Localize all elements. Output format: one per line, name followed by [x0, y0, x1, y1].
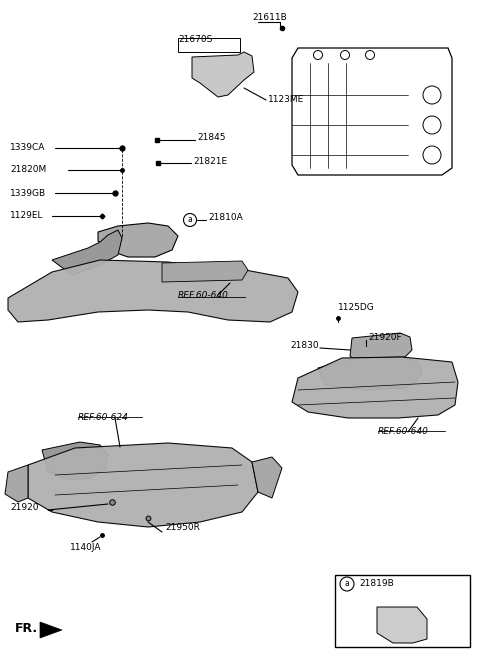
Text: 21810A: 21810A: [208, 213, 243, 222]
Text: 1123ME: 1123ME: [268, 96, 304, 104]
Polygon shape: [42, 442, 108, 480]
Text: 21830: 21830: [290, 340, 319, 350]
Polygon shape: [377, 607, 427, 643]
Text: 1129EL: 1129EL: [10, 211, 44, 220]
Text: 1140JA: 1140JA: [70, 544, 101, 552]
Polygon shape: [292, 357, 458, 418]
Text: 21920F: 21920F: [368, 333, 402, 342]
Text: 21611B: 21611B: [252, 14, 287, 22]
Polygon shape: [98, 223, 178, 257]
Polygon shape: [28, 443, 258, 527]
Polygon shape: [162, 261, 248, 282]
Text: 21821E: 21821E: [193, 157, 227, 167]
Text: FR.: FR.: [15, 621, 38, 634]
Text: a: a: [188, 216, 192, 224]
Text: 21845: 21845: [197, 134, 226, 142]
Polygon shape: [8, 260, 298, 322]
Polygon shape: [252, 457, 282, 498]
Text: 1125DG: 1125DG: [338, 304, 375, 312]
Text: 1339CA: 1339CA: [10, 144, 46, 152]
Polygon shape: [350, 333, 412, 362]
Text: 21920: 21920: [10, 504, 38, 512]
Text: 21950R: 21950R: [165, 523, 200, 533]
Polygon shape: [192, 52, 254, 97]
Text: 21819B: 21819B: [359, 579, 394, 588]
Text: REF.60-640: REF.60-640: [378, 428, 429, 436]
Polygon shape: [318, 357, 422, 390]
Text: a: a: [345, 579, 349, 588]
Text: REF.60-640: REF.60-640: [178, 291, 229, 300]
Text: 21820M: 21820M: [10, 165, 46, 174]
Polygon shape: [52, 230, 122, 275]
Bar: [335, 575, 470, 647]
Polygon shape: [40, 622, 62, 638]
Text: 21670S: 21670S: [178, 35, 212, 45]
Text: 1339GB: 1339GB: [10, 188, 46, 197]
Polygon shape: [5, 465, 28, 502]
Text: REF.60-624: REF.60-624: [78, 413, 129, 422]
Bar: [178, 38, 240, 52]
